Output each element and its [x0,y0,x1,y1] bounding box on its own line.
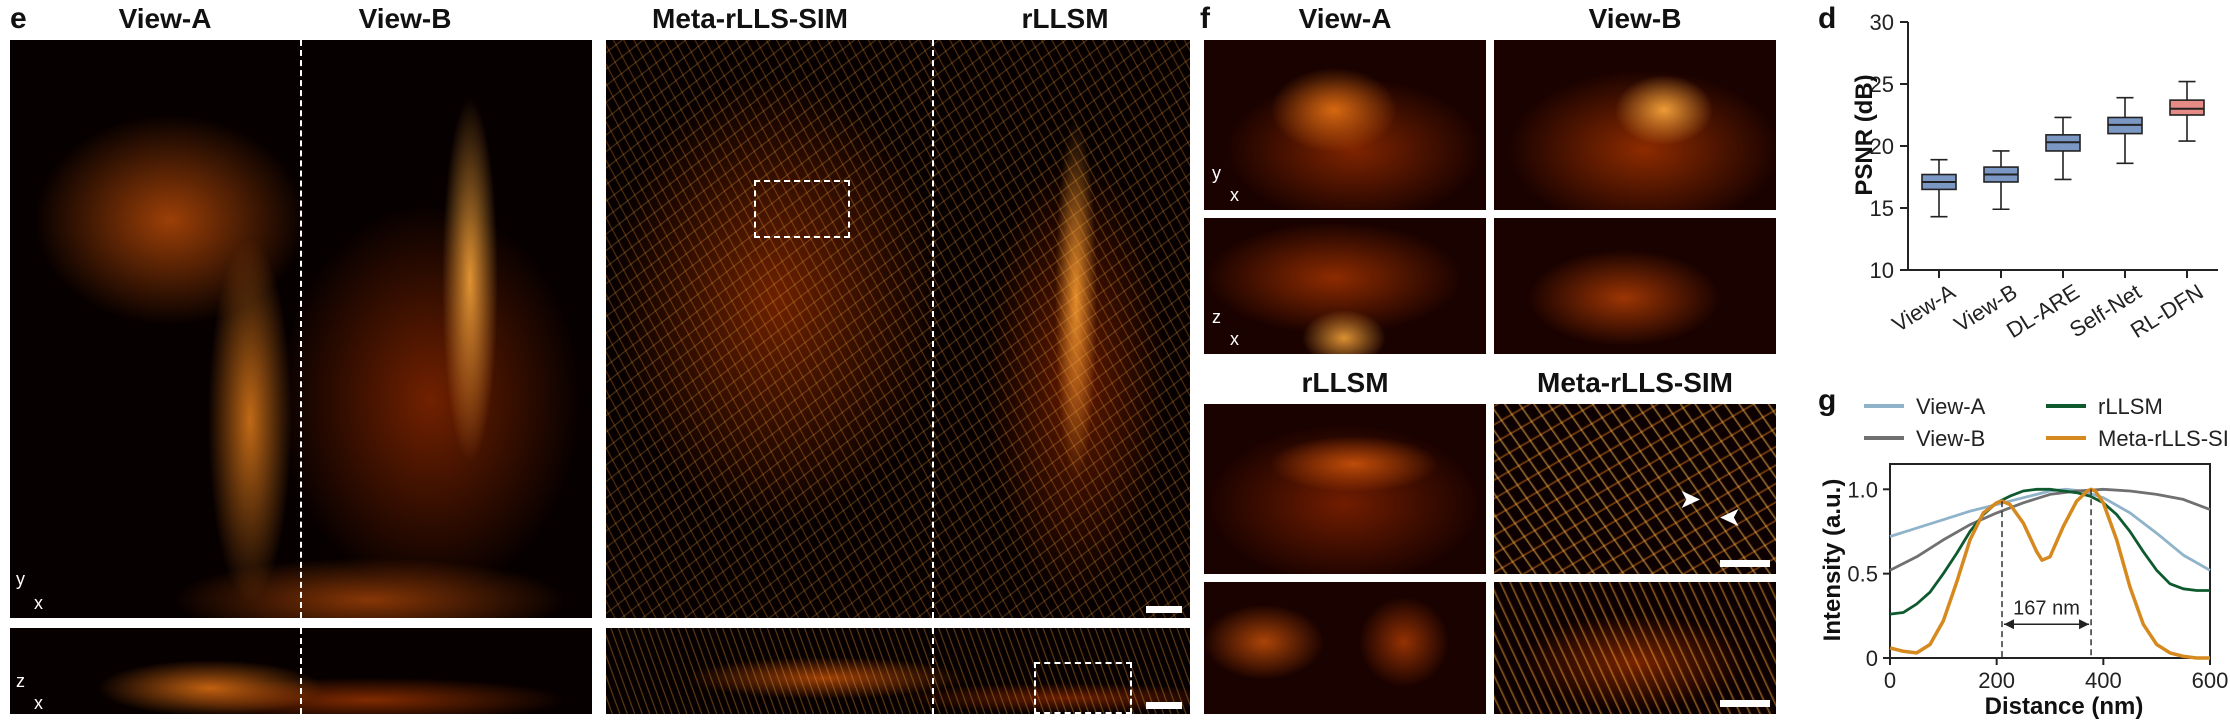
boxplot-chart: 1015202530View-AView-BDL-ARESelf-NetRL-D… [1851,10,2218,343]
y-tick-label: 30 [1870,10,1894,35]
intensity-chart: 0 200 400 600 0 0.5 1.0 167 nm Intensity (a.u.… [1819,463,2229,720]
divider-line [932,40,934,618]
panel-f-title-rllsm: rLLSM [1301,367,1389,398]
plot-frame [1889,463,2211,659]
roi-box [754,180,850,238]
image-e-meta-rllsm-xy [606,40,1190,618]
x-tick-label: 600 [2192,668,2229,693]
scale-bar [1720,700,1770,707]
x-tick-label: View-A [1888,279,1960,337]
boxplot-boxes [1921,80,2205,218]
x-tick-label: 200 [1978,668,2015,693]
panel-e-title-meta: Meta-rLLS-SIM [652,3,848,34]
axis-glyph-x: x [1230,185,1239,205]
image-f-viewa-xz: z x [1204,218,1486,354]
intensity-x-label: Distance (nm) [1985,693,2144,720]
y-tick-label: 10 [1870,258,1894,283]
intensity-axes: 0 200 400 600 0 0.5 1.0 [1847,463,2229,693]
intensity-annotation: 167 nm [2001,489,2092,658]
divider-line [300,628,302,714]
panel-letter-e: e [10,2,27,35]
legend-label-view-a: View-A [1916,394,1986,419]
series-line-rllsm [1889,487,2210,616]
scale-bar [1720,560,1770,567]
intensity-lines [1889,487,2211,660]
y-tick-label: 20 [1870,134,1894,159]
image-f-rllsm-xy [1204,404,1486,574]
y-tick-label: 1.0 [1847,477,1878,502]
panel-f-title-meta: Meta-rLLS-SIM [1537,367,1733,398]
legend-label-rllsm: rLLSM [2098,394,2163,419]
panel-letter-d: d [1818,2,1837,35]
panel-e-title-view-a: View-A [118,3,212,34]
image-e-viewab-xz: z x [10,628,592,714]
intensity-legend: View-A rLLSM View-B Meta-rLLS-SIM [1864,394,2230,451]
arrow-marker: ➤ [1680,486,1701,513]
panel-e-title-view-b: View-B [358,3,452,34]
image-f-meta-xy: ➤ ➤ [1494,404,1776,574]
x-tick-label: 0 [1884,668,1896,693]
y-tick-label: 15 [1870,196,1894,221]
arrow-head [2004,619,2014,630]
legend-label-meta: Meta-rLLS-SIM [2098,426,2230,451]
scale-bar [1146,702,1182,709]
y-tick-label: 0.5 [1847,562,1878,587]
image-f-rllsm-xz [1204,582,1486,714]
distance-label: 167 nm [2013,597,2080,619]
axis-glyph-y: y [1212,163,1221,183]
axis-glyph-z: z [1212,307,1221,327]
image-f-viewb-xy [1494,40,1776,210]
y-tick-label: 0 [1866,646,1878,671]
intensity-y-label: Intensity (a.u.) [1819,479,1846,642]
roi-box [1034,662,1132,714]
scale-bar [1146,606,1182,613]
panel-f-title-view-b: View-B [1588,3,1682,34]
image-e-meta-rllsm-xz [606,628,1190,714]
axis-glyph-z: z [16,671,25,691]
box-rl-dfn [2169,99,2205,116]
divider-line [932,628,934,714]
image-e-viewab-xy: y x [10,40,592,618]
panel-f-title-view-a: View-A [1298,3,1392,34]
image-f-viewa-xy: y x [1204,40,1486,210]
panel-e-title-rllsm: rLLSM [1021,3,1109,34]
legend-label-view-b: View-B [1916,426,1985,451]
series-line-meta-rlls-sim [1889,487,2210,660]
axis-glyph-x: x [34,693,43,713]
arrow-head [2079,619,2090,630]
axis-glyph-y: y [16,569,25,589]
arrow-marker: ➤ [1720,504,1741,531]
panel-letter-g: g [1818,384,1837,417]
panel-letter-f: f [1200,2,1210,35]
axis-glyph-x: x [1230,329,1239,349]
y-tick-label: 25 [1870,72,1894,97]
image-f-meta-xz [1494,582,1776,714]
image-f-viewb-xz [1494,218,1776,354]
series-line-view-b [1889,487,2211,572]
axis-glyph-x: x [34,593,43,613]
boxplot-y-label: PSNR (dB) [1851,74,1878,195]
x-tick-label: 400 [2085,668,2122,693]
divider-line [300,40,302,618]
